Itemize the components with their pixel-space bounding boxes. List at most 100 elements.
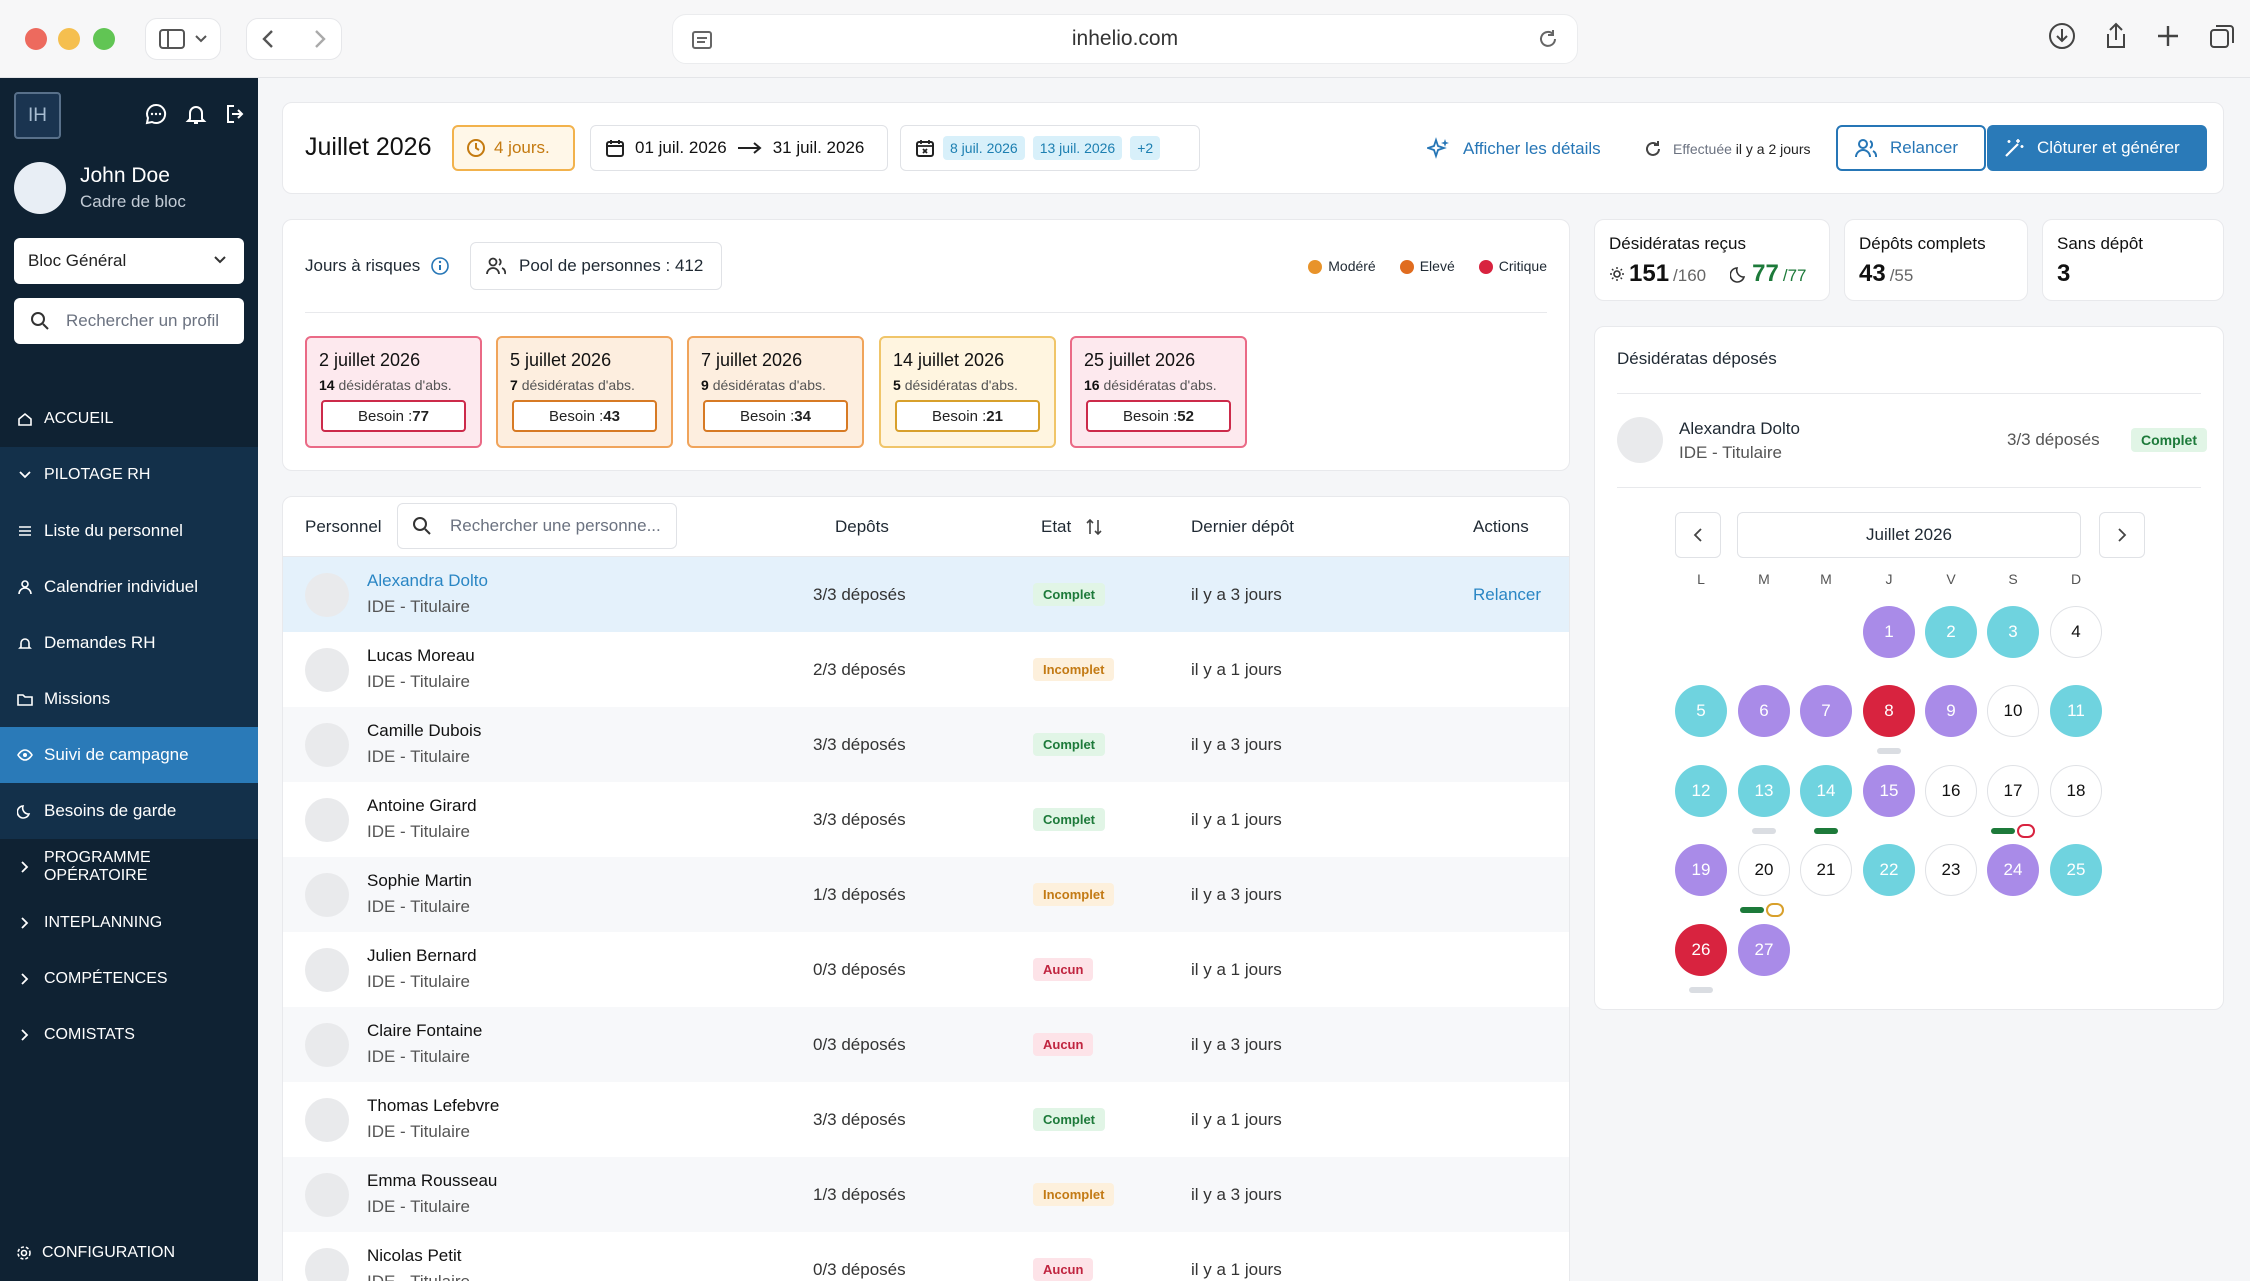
table-row[interactable]: Sophie Martin IDE - Titulaire 1/3 déposé… <box>283 857 1569 932</box>
table-row[interactable]: Alexandra Dolto IDE - Titulaire 3/3 dépo… <box>283 557 1569 632</box>
table-row[interactable]: Emma Rousseau IDE - Titulaire 1/3 déposé… <box>283 1157 1569 1232</box>
risk-day-card[interactable]: 25 juillet 2026 16 désidératas d'abs. Be… <box>1070 336 1247 448</box>
calendar-day[interactable]: 9 <box>1925 685 1977 737</box>
date-chip-more[interactable]: +2 <box>1130 136 1161 160</box>
sidebar-item-liste-personnel[interactable]: Liste du personnel <box>0 503 258 559</box>
date-chip[interactable]: 13 juil. 2026 <box>1032 136 1123 160</box>
table-row[interactable]: Lucas Moreau IDE - Titulaire 2/3 déposés… <box>283 632 1569 707</box>
calendar-day[interactable]: 5 <box>1675 685 1727 737</box>
calendar-day[interactable]: 22 <box>1863 844 1915 896</box>
person-name[interactable]: Antoine Girard <box>367 796 477 815</box>
calendar-month-label[interactable]: Juillet 2026 <box>1737 512 2081 558</box>
table-row[interactable]: Claire Fontaine IDE - Titulaire 0/3 dépo… <box>283 1007 1569 1082</box>
sidebar-item-besoins-garde[interactable]: Besoins de garde <box>0 783 258 839</box>
sidebar-toggle-button[interactable] <box>145 18 221 60</box>
calendar-day[interactable]: 3 <box>1987 606 2039 658</box>
person-name[interactable]: Alexandra Dolto <box>367 571 488 590</box>
calendar-day[interactable]: 20 <box>1738 844 1790 896</box>
calendar-day[interactable]: 27 <box>1738 924 1790 976</box>
person-name[interactable]: Lucas Moreau <box>367 646 475 665</box>
sidebar-item-accueil[interactable]: ACCUEIL <box>0 391 258 447</box>
calendar-day[interactable]: 4 <box>2050 606 2102 658</box>
table-row[interactable]: Nicolas Petit IDE - Titulaire 0/3 déposé… <box>283 1232 1569 1281</box>
date-range-picker[interactable]: 01 juil. 2026 31 juil. 2026 <box>590 125 888 171</box>
calendar-day[interactable]: 12 <box>1675 765 1727 817</box>
new-tab-icon[interactable] <box>2156 22 2180 50</box>
calendar-prev-button[interactable] <box>1675 512 1721 558</box>
calendar-day[interactable]: 26 <box>1675 924 1727 976</box>
sidebar-item-calendrier[interactable]: Calendrier individuel <box>0 559 258 615</box>
calendar-day[interactable]: 6 <box>1738 685 1790 737</box>
profile-search-input[interactable]: Rechercher un profil <box>14 298 244 344</box>
sidebar-item-pilotage-rh[interactable]: PILOTAGE RH <box>0 447 258 503</box>
person-search-input[interactable]: Rechercher une personne... <box>397 503 677 549</box>
calendar-day[interactable]: 10 <box>1987 685 2039 737</box>
calendar-day[interactable]: 14 <box>1800 765 1852 817</box>
table-row[interactable]: Antoine Girard IDE - Titulaire 3/3 dépos… <box>283 782 1569 857</box>
risk-day-card[interactable]: 14 juillet 2026 5 désidératas d'abs. Bes… <box>879 336 1056 448</box>
calendar-day[interactable]: 18 <box>2050 765 2102 817</box>
download-icon[interactable] <box>2048 22 2076 50</box>
relancer-button[interactable]: Relancer <box>1836 125 1986 171</box>
close-window-button[interactable] <box>25 28 47 50</box>
calendar-day[interactable]: 11 <box>2050 685 2102 737</box>
table-row[interactable]: Thomas Lefebvre IDE - Titulaire 3/3 dépo… <box>283 1082 1569 1157</box>
sidebar-item-configuration[interactable]: CONFIGURATION <box>0 1225 258 1281</box>
person-name[interactable]: Camille Dubois <box>367 721 482 740</box>
table-row[interactable]: Julien Bernard IDE - Titulaire 0/3 dépos… <box>283 932 1569 1007</box>
risk-day-card[interactable]: 7 juillet 2026 9 désidératas d'abs. Beso… <box>687 336 864 448</box>
sidebar-item-demandes-rh[interactable]: Demandes RH <box>0 615 258 671</box>
sidebar-item-missions[interactable]: Missions <box>0 671 258 727</box>
calendar-day[interactable]: 13 <box>1738 765 1790 817</box>
show-details-link[interactable]: Afficher les détails <box>1427 137 1601 161</box>
person-name[interactable]: Sophie Martin <box>367 871 472 890</box>
sidebar-item-competences[interactable]: COMPÉTENCES <box>0 951 258 1007</box>
person-name[interactable]: Claire Fontaine <box>367 1021 483 1040</box>
calendar-day[interactable]: 1 <box>1863 606 1915 658</box>
calendar-day[interactable]: 17 <box>1987 765 2039 817</box>
calendar-next-button[interactable] <box>2099 512 2145 558</box>
calendar-day[interactable]: 8 <box>1863 685 1915 737</box>
sidebar-item-inteplanning[interactable]: INTEPLANNING <box>0 895 258 951</box>
reload-icon[interactable] <box>1537 28 1559 50</box>
col-etat[interactable]: Etat <box>1041 517 1103 537</box>
person-name[interactable]: Julien Bernard <box>367 946 477 965</box>
tabs-overview-icon[interactable] <box>2208 22 2236 50</box>
cloturer-generer-button[interactable]: Clôturer et générer <box>1987 125 2207 171</box>
user-avatar[interactable] <box>14 162 66 214</box>
calendar-day[interactable]: 23 <box>1925 844 1977 896</box>
calendar-day[interactable]: 19 <box>1675 844 1727 896</box>
app-logo[interactable]: IH <box>14 92 61 139</box>
person-name[interactable]: Thomas Lefebvre <box>367 1096 500 1115</box>
selected-dates[interactable]: 8 juil. 2026 13 juil. 2026 +2 <box>900 125 1200 171</box>
bell-icon[interactable] <box>184 102 208 126</box>
back-icon[interactable] <box>262 29 274 49</box>
risk-day-card[interactable]: 2 juillet 2026 14 désidératas d'abs. Bes… <box>305 336 482 448</box>
pool-filter[interactable]: Pool de personnes : 412 <box>470 242 722 290</box>
person-name[interactable]: Nicolas Petit <box>367 1246 462 1265</box>
calendar-day[interactable]: 21 <box>1800 844 1852 896</box>
relancer-row-button[interactable]: Relancer <box>1473 585 1542 604</box>
minimize-window-button[interactable] <box>58 28 80 50</box>
calendar-day[interactable]: 24 <box>1987 844 2039 896</box>
person-name[interactable]: Emma Rousseau <box>367 1171 498 1190</box>
bloc-select[interactable]: Bloc Général <box>14 238 244 284</box>
info-icon[interactable] <box>430 256 450 276</box>
sidebar-item-programme-operatoire[interactable]: PROGRAMME OPÉRATOIRE <box>0 839 258 895</box>
forward-icon[interactable] <box>314 29 326 49</box>
sidebar-item-suivi-campagne[interactable]: Suivi de campagne <box>0 727 258 783</box>
calendar-day[interactable]: 25 <box>2050 844 2102 896</box>
zoom-window-button[interactable] <box>93 28 115 50</box>
chat-icon[interactable] <box>144 102 168 126</box>
calendar-day[interactable]: 2 <box>1925 606 1977 658</box>
calendar-day[interactable]: 15 <box>1863 765 1915 817</box>
address-bar[interactable]: inhelio.com <box>672 14 1578 64</box>
share-icon[interactable] <box>2104 22 2128 50</box>
sidebar-item-comistats[interactable]: COMISTATS <box>0 1007 258 1063</box>
calendar-day[interactable]: 7 <box>1800 685 1852 737</box>
logout-icon[interactable] <box>224 102 248 126</box>
date-chip[interactable]: 8 juil. 2026 <box>943 136 1025 160</box>
risk-day-card[interactable]: 5 juillet 2026 7 désidératas d'abs. Beso… <box>496 336 673 448</box>
table-row[interactable]: Camille Dubois IDE - Titulaire 3/3 dépos… <box>283 707 1569 782</box>
calendar-day[interactable]: 16 <box>1925 765 1977 817</box>
